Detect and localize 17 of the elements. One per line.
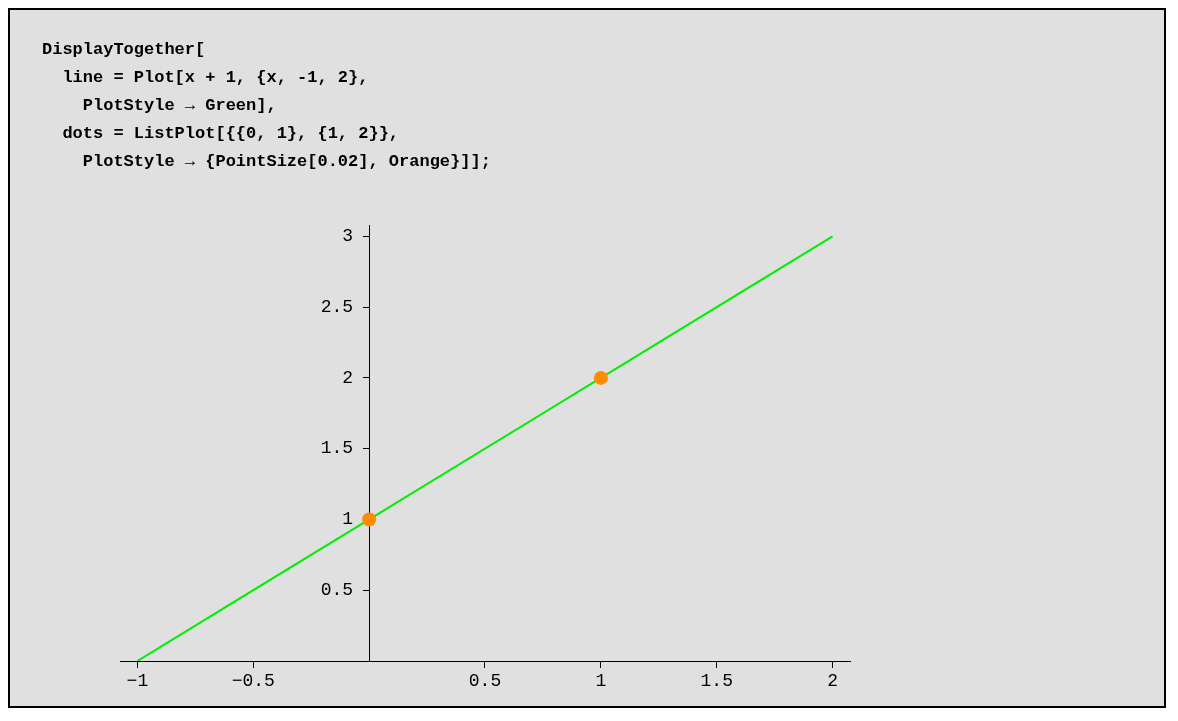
y-tick-label: 1 xyxy=(342,509,354,530)
y-tick-label: 2 xyxy=(342,367,354,388)
text: line = Plot[x + 1, {x, -1, 2}, xyxy=(61,67,370,89)
text: DisplayTogether[ xyxy=(42,39,207,61)
y-tick-label: 3 xyxy=(342,226,354,247)
y-tick-label: 2.5 xyxy=(320,296,354,317)
text: PlotStyle → {PointSize[0.02], Orange}]]; xyxy=(81,151,491,173)
x-tick-label: 0.5 xyxy=(468,670,502,691)
text: dots = ListPlot[{{0, 1}, {1, 2}}, xyxy=(61,123,401,145)
x-tick-label: −0.5 xyxy=(231,670,275,691)
x-tick-label: −1 xyxy=(126,670,149,691)
y-tick-label: 0.5 xyxy=(320,579,354,600)
x-tick-label: 1 xyxy=(595,670,607,691)
text: PlotStyle → Green], xyxy=(81,95,278,117)
y-tick-label: 1.5 xyxy=(320,438,354,459)
x-tick-label: 1.5 xyxy=(700,670,733,691)
x-tick-label: 2 xyxy=(827,670,839,691)
